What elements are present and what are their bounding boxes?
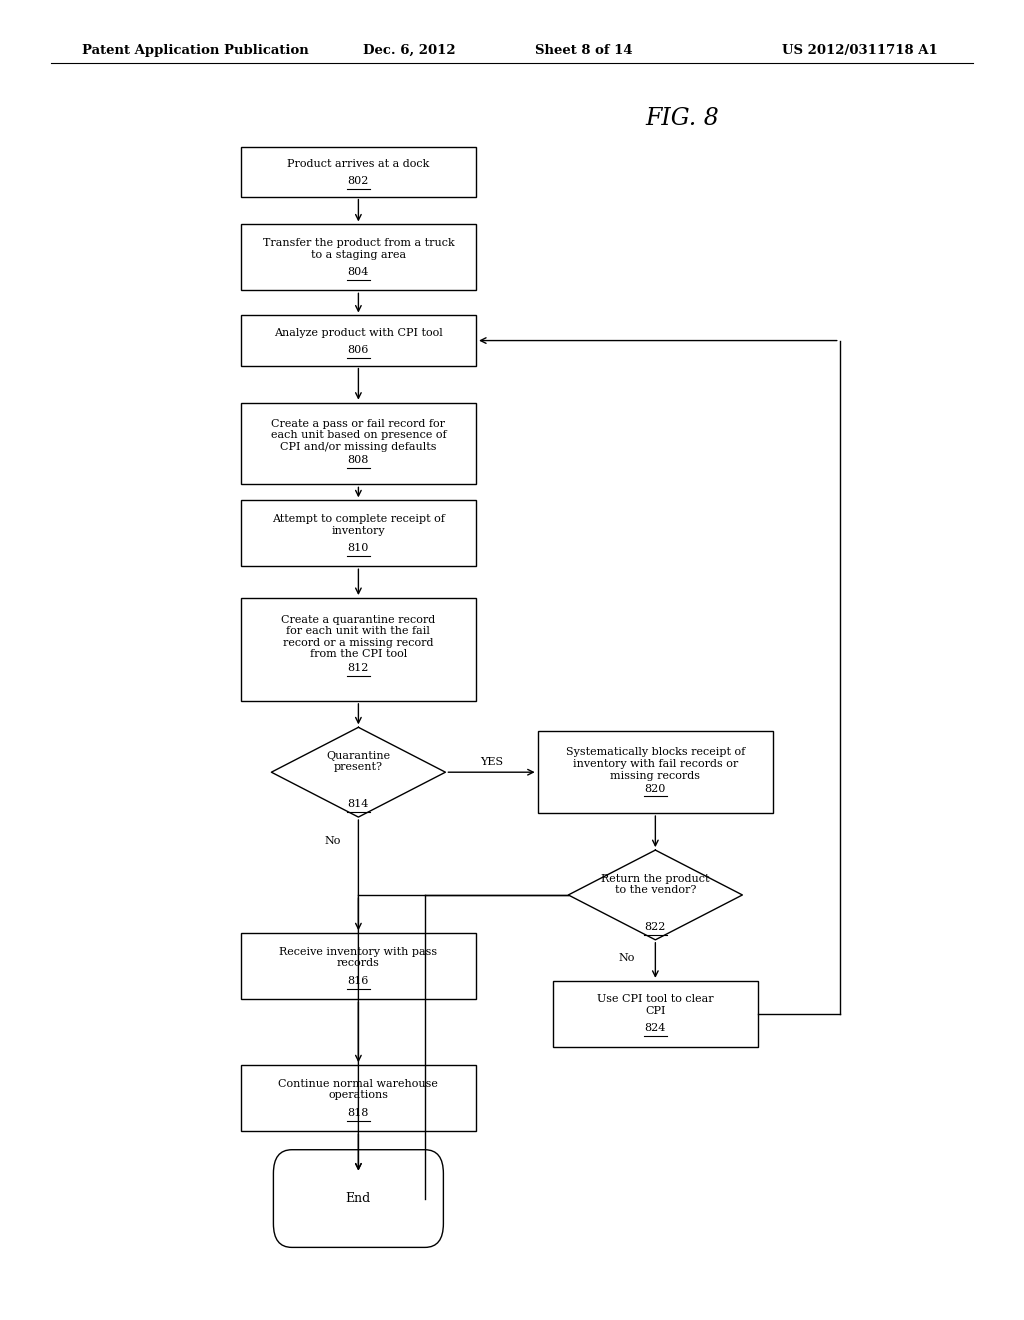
Text: Create a pass or fail record for
each unit based on presence of
CPI and/or missi: Create a pass or fail record for each un… bbox=[270, 418, 446, 451]
Text: Dec. 6, 2012: Dec. 6, 2012 bbox=[364, 44, 456, 57]
FancyBboxPatch shape bbox=[241, 147, 476, 197]
Text: 814: 814 bbox=[348, 799, 369, 809]
Text: No: No bbox=[618, 953, 635, 964]
Text: No: No bbox=[325, 836, 341, 846]
FancyBboxPatch shape bbox=[241, 1065, 476, 1131]
Text: Use CPI tool to clear
CPI: Use CPI tool to clear CPI bbox=[597, 994, 714, 1016]
Text: 810: 810 bbox=[348, 543, 369, 553]
Text: Return the product
to the vendor?: Return the product to the vendor? bbox=[601, 874, 710, 895]
Text: 808: 808 bbox=[348, 455, 369, 465]
Text: Transfer the product from a truck
to a staging area: Transfer the product from a truck to a s… bbox=[262, 238, 455, 260]
FancyBboxPatch shape bbox=[241, 403, 476, 484]
Text: 812: 812 bbox=[348, 663, 369, 673]
Text: 804: 804 bbox=[348, 267, 369, 277]
Text: Create a quarantine record
for each unit with the fail
record or a missing recor: Create a quarantine record for each unit… bbox=[282, 615, 435, 660]
Polygon shape bbox=[568, 850, 742, 940]
FancyBboxPatch shape bbox=[241, 224, 476, 290]
Text: 822: 822 bbox=[645, 921, 666, 932]
Text: Continue normal warehouse
operations: Continue normal warehouse operations bbox=[279, 1078, 438, 1101]
Text: 806: 806 bbox=[348, 345, 369, 355]
FancyBboxPatch shape bbox=[553, 981, 758, 1047]
Text: US 2012/0311718 A1: US 2012/0311718 A1 bbox=[782, 44, 938, 57]
Text: Analyze product with CPI tool: Analyze product with CPI tool bbox=[274, 329, 442, 338]
FancyBboxPatch shape bbox=[241, 500, 476, 566]
Text: 824: 824 bbox=[645, 1023, 666, 1034]
Text: Patent Application Publication: Patent Application Publication bbox=[82, 44, 308, 57]
FancyBboxPatch shape bbox=[241, 598, 476, 701]
Text: Attempt to complete receipt of
inventory: Attempt to complete receipt of inventory bbox=[272, 513, 444, 536]
Text: Quarantine
present?: Quarantine present? bbox=[327, 751, 390, 772]
Text: 802: 802 bbox=[348, 176, 369, 186]
Text: Receive inventory with pass
records: Receive inventory with pass records bbox=[280, 946, 437, 969]
FancyBboxPatch shape bbox=[241, 315, 476, 366]
Text: FIG. 8: FIG. 8 bbox=[645, 107, 719, 131]
FancyBboxPatch shape bbox=[273, 1150, 443, 1247]
Text: 820: 820 bbox=[645, 784, 666, 793]
Text: Product arrives at a dock: Product arrives at a dock bbox=[287, 160, 430, 169]
Text: Systematically blocks receipt of
inventory with fail records or
missing records: Systematically blocks receipt of invento… bbox=[565, 747, 745, 780]
Text: Sheet 8 of 14: Sheet 8 of 14 bbox=[535, 44, 633, 57]
FancyBboxPatch shape bbox=[538, 731, 773, 813]
Text: End: End bbox=[346, 1192, 371, 1205]
Text: 818: 818 bbox=[348, 1107, 369, 1118]
FancyBboxPatch shape bbox=[241, 933, 476, 999]
Polygon shape bbox=[271, 727, 445, 817]
Text: YES: YES bbox=[480, 756, 503, 767]
Text: 816: 816 bbox=[348, 975, 369, 986]
